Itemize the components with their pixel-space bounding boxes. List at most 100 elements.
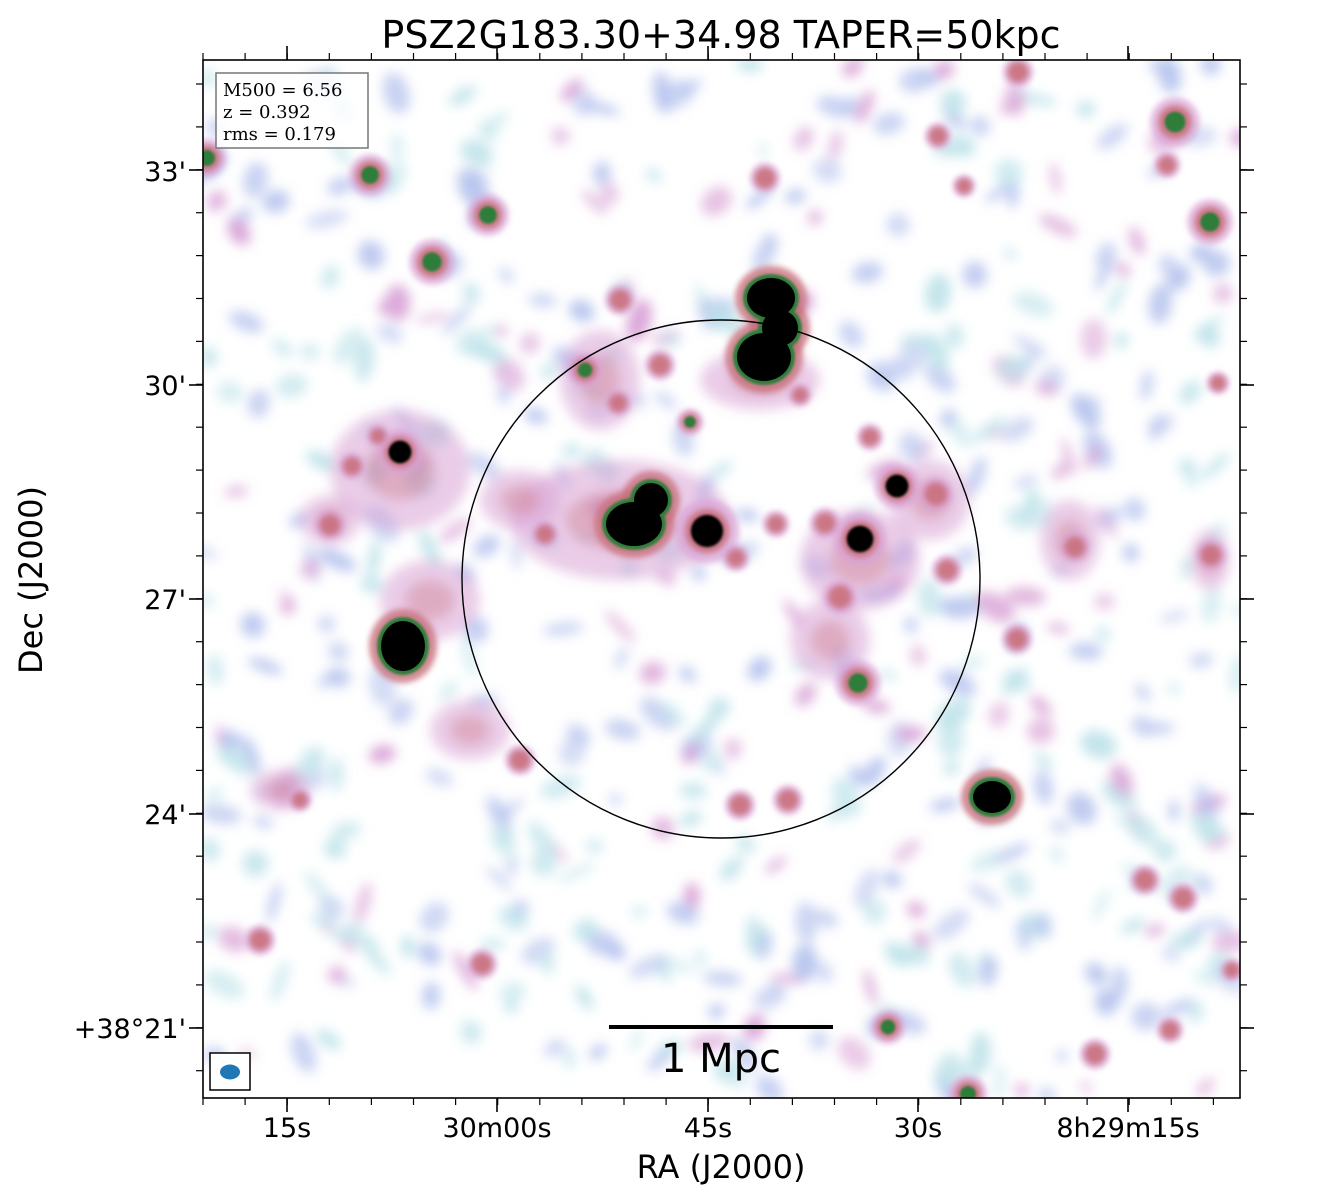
noise-blob bbox=[1201, 452, 1230, 480]
radio-source bbox=[288, 788, 312, 812]
radio-source bbox=[788, 383, 812, 407]
radio-source bbox=[809, 507, 841, 539]
noise-blob bbox=[1005, 869, 1032, 899]
noise-blob bbox=[207, 786, 222, 803]
noise-blob bbox=[560, 78, 583, 102]
radio-source bbox=[1150, 97, 1200, 147]
radio-source bbox=[1059, 531, 1091, 563]
radio-source bbox=[952, 174, 976, 198]
noise-blob bbox=[658, 79, 696, 110]
noise-blob bbox=[838, 321, 864, 348]
noise-blob bbox=[575, 984, 594, 1011]
noise-blob bbox=[460, 1020, 482, 1045]
noise-blob bbox=[495, 324, 508, 338]
noise-blob bbox=[280, 589, 294, 611]
noise-blob bbox=[1131, 715, 1156, 738]
noise-blob bbox=[985, 182, 1013, 203]
noise-blob bbox=[290, 1032, 317, 1073]
noise-blob bbox=[693, 949, 707, 968]
noise-blob bbox=[969, 116, 991, 136]
noise-blob bbox=[703, 971, 743, 987]
noise-blob bbox=[414, 312, 451, 324]
noise-blob bbox=[300, 344, 320, 360]
diffuse-emission-core bbox=[405, 580, 455, 620]
radio-source bbox=[349, 154, 391, 196]
bright-extended-source bbox=[725, 266, 810, 393]
noise-blob bbox=[660, 701, 687, 727]
radio-source bbox=[466, 948, 498, 980]
noise-blob bbox=[1195, 817, 1224, 843]
noise-blob bbox=[718, 855, 745, 879]
noise-blob bbox=[460, 139, 494, 167]
noise-blob bbox=[417, 942, 442, 966]
noise-blob bbox=[884, 940, 899, 958]
noise-blob bbox=[421, 981, 441, 1010]
noise-blob bbox=[467, 452, 501, 479]
noise-blob bbox=[809, 1029, 829, 1051]
noise-blob bbox=[1122, 543, 1140, 562]
noise-blob bbox=[816, 96, 858, 118]
radio-source bbox=[409, 239, 455, 285]
noise-blob bbox=[1150, 721, 1175, 735]
radio-source bbox=[674, 498, 740, 564]
noise-blob bbox=[1114, 812, 1139, 829]
noise-blob bbox=[1178, 459, 1190, 474]
noise-blob bbox=[1094, 626, 1111, 642]
noise-blob bbox=[882, 871, 902, 888]
noise-blob bbox=[683, 882, 700, 910]
noise-blob bbox=[369, 744, 396, 764]
diffuse-emission-core bbox=[810, 620, 850, 660]
noise-blob bbox=[700, 186, 732, 216]
noise-blob bbox=[735, 835, 756, 853]
radio-source bbox=[244, 924, 276, 956]
noise-blob bbox=[448, 85, 477, 107]
noise-blob bbox=[988, 701, 1010, 728]
noise-blob bbox=[498, 266, 514, 284]
noise-blob bbox=[849, 60, 866, 78]
noise-blob bbox=[826, 806, 847, 821]
noise-blob bbox=[908, 944, 930, 966]
noise-blob bbox=[1159, 610, 1189, 623]
noise-blob bbox=[1003, 671, 1032, 690]
noise-blob bbox=[1189, 653, 1214, 668]
noise-blob bbox=[1207, 917, 1234, 935]
noise-blob bbox=[1013, 474, 1038, 490]
noise-blob bbox=[203, 545, 219, 559]
noise-blob bbox=[473, 534, 501, 558]
noise-blob bbox=[923, 332, 949, 371]
noise-blob bbox=[316, 548, 357, 572]
noise-blob bbox=[794, 682, 817, 707]
noise-blob bbox=[1175, 870, 1202, 886]
noise-blob bbox=[1095, 988, 1121, 1011]
noise-blob bbox=[203, 593, 214, 608]
noise-blob bbox=[1071, 393, 1101, 429]
noise-blob bbox=[735, 508, 760, 522]
noise-blob bbox=[765, 856, 787, 874]
noise-blob bbox=[1094, 505, 1118, 538]
noise-blob bbox=[947, 416, 973, 448]
noise-blob bbox=[918, 68, 939, 87]
noise-blob bbox=[217, 926, 250, 953]
radio-source bbox=[1187, 199, 1233, 245]
radio-source bbox=[1195, 539, 1227, 571]
noise-blob bbox=[1148, 419, 1165, 441]
radio-source bbox=[567, 352, 603, 388]
radio-source bbox=[377, 429, 423, 475]
noise-blob bbox=[216, 747, 247, 770]
noise-blob bbox=[994, 159, 1023, 187]
noise-blob bbox=[1187, 1002, 1204, 1023]
diffuse-emission-core bbox=[265, 780, 295, 800]
noise-blob bbox=[1212, 283, 1233, 304]
noise-blob bbox=[973, 416, 1007, 442]
noise-blob bbox=[243, 162, 268, 198]
noise-blob bbox=[241, 736, 261, 775]
noise-blob bbox=[252, 815, 274, 829]
scale-bar-label: 1 Mpc bbox=[661, 1036, 781, 1082]
noise-blob bbox=[524, 407, 548, 425]
noise-blob bbox=[998, 94, 1026, 114]
noise-blob bbox=[325, 668, 352, 686]
y-tick-label: 27' bbox=[144, 585, 186, 616]
noise-blob bbox=[630, 907, 648, 916]
noise-blob bbox=[203, 924, 218, 940]
noise-blob bbox=[1076, 101, 1096, 118]
